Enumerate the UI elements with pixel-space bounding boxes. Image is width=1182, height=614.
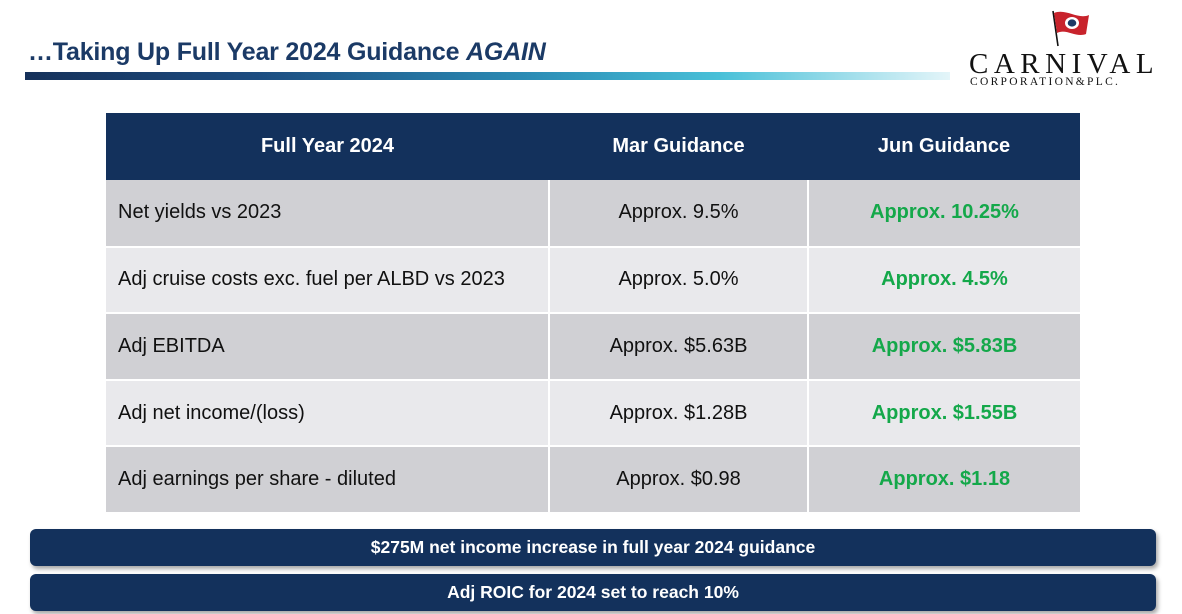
mar-guidance-cell: Approx. 9.5% <box>549 180 809 248</box>
slide-title-emphasis: AGAIN <box>466 38 546 66</box>
jun-guidance-cell: Approx. $1.55B <box>808 379 1080 448</box>
roic-banner: Adj ROIC for 2024 set to reach 10% <box>30 574 1156 611</box>
title-gradient-rule <box>25 72 950 80</box>
mar-guidance-cell: Approx. $1.28B <box>549 379 809 448</box>
table-row: Adj EBITDA Approx. $5.63B Approx. $5.83B <box>106 313 1080 381</box>
table-row: Adj earnings per share - diluted Approx.… <box>106 446 1080 514</box>
header-full-year: Full Year 2024 <box>106 113 549 180</box>
jun-guidance-cell: Approx. $5.83B <box>808 313 1080 381</box>
mar-guidance-cell: Approx. 5.0% <box>549 246 809 315</box>
guidance-table: Full Year 2024 Mar Guidance Jun Guidance… <box>106 113 1080 514</box>
slide-title: …Taking Up Full Year 2024 Guidance AGAIN <box>28 38 546 67</box>
jun-guidance-cell: Approx. 4.5% <box>808 246 1080 315</box>
mar-guidance-cell: Approx. $0.98 <box>549 446 809 514</box>
metric-cell: Adj net income/(loss) <box>106 379 550 448</box>
net-income-banner: $275M net income increase in full year 2… <box>30 529 1156 566</box>
metric-cell: Adj cruise costs exc. fuel per ALBD vs 2… <box>106 246 550 315</box>
table-row: Adj net income/(loss) Approx. $1.28B App… <box>106 379 1080 448</box>
mar-guidance-cell: Approx. $5.63B <box>549 313 809 381</box>
table-row: Adj cruise costs exc. fuel per ALBD vs 2… <box>106 246 1080 315</box>
metric-cell: Net yields vs 2023 <box>106 180 550 248</box>
logo-wordmark: CARNIVAL <box>969 48 1160 80</box>
header-mar-guidance: Mar Guidance <box>549 113 808 180</box>
metric-cell: Adj earnings per share - diluted <box>106 446 550 514</box>
logo-subline: CORPORATION&PLC. <box>970 76 1121 88</box>
carnival-logo: CARNIVAL CORPORATION&PLC. <box>966 8 1162 88</box>
jun-guidance-cell: Approx. $1.18 <box>808 446 1080 514</box>
slide-title-main: …Taking Up Full Year 2024 Guidance <box>28 38 467 66</box>
ship-flag-icon <box>1052 10 1089 47</box>
table-header-row: Full Year 2024 Mar Guidance Jun Guidance <box>106 113 1080 180</box>
jun-guidance-cell: Approx. 10.25% <box>808 180 1080 248</box>
metric-cell: Adj EBITDA <box>106 313 550 381</box>
header-jun-guidance: Jun Guidance <box>808 113 1080 180</box>
table-row: Net yields vs 2023 Approx. 9.5% Approx. … <box>106 180 1080 248</box>
